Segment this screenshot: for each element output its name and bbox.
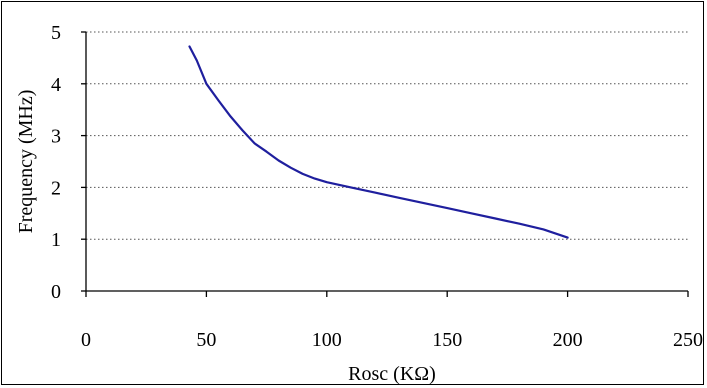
- x-tick-label-50: 50: [196, 329, 216, 351]
- x-tick-label-250: 250: [673, 329, 703, 351]
- y-tick-label-5: 5: [51, 22, 61, 44]
- series-line-0: [188, 45, 569, 239]
- y-tick-label-0: 0: [51, 281, 61, 303]
- y-tick-label-2: 2: [51, 177, 61, 199]
- y-tick-label-1: 1: [51, 229, 61, 251]
- y-axis-title: Frequency (MHz): [15, 90, 37, 234]
- x-tick-label-200: 200: [553, 329, 583, 351]
- x-tick-label-150: 150: [432, 329, 462, 351]
- series: [188, 45, 569, 239]
- y-tick-label-3: 3: [51, 126, 61, 148]
- y-tick-label-4: 4: [51, 74, 61, 96]
- x-axis-title: Rosc (KΩ): [348, 363, 436, 385]
- x-tick-label-100: 100: [312, 329, 342, 351]
- axes: [85, 32, 688, 292]
- x-tick-label-0: 0: [81, 329, 91, 351]
- grid-lines: [86, 31, 688, 240]
